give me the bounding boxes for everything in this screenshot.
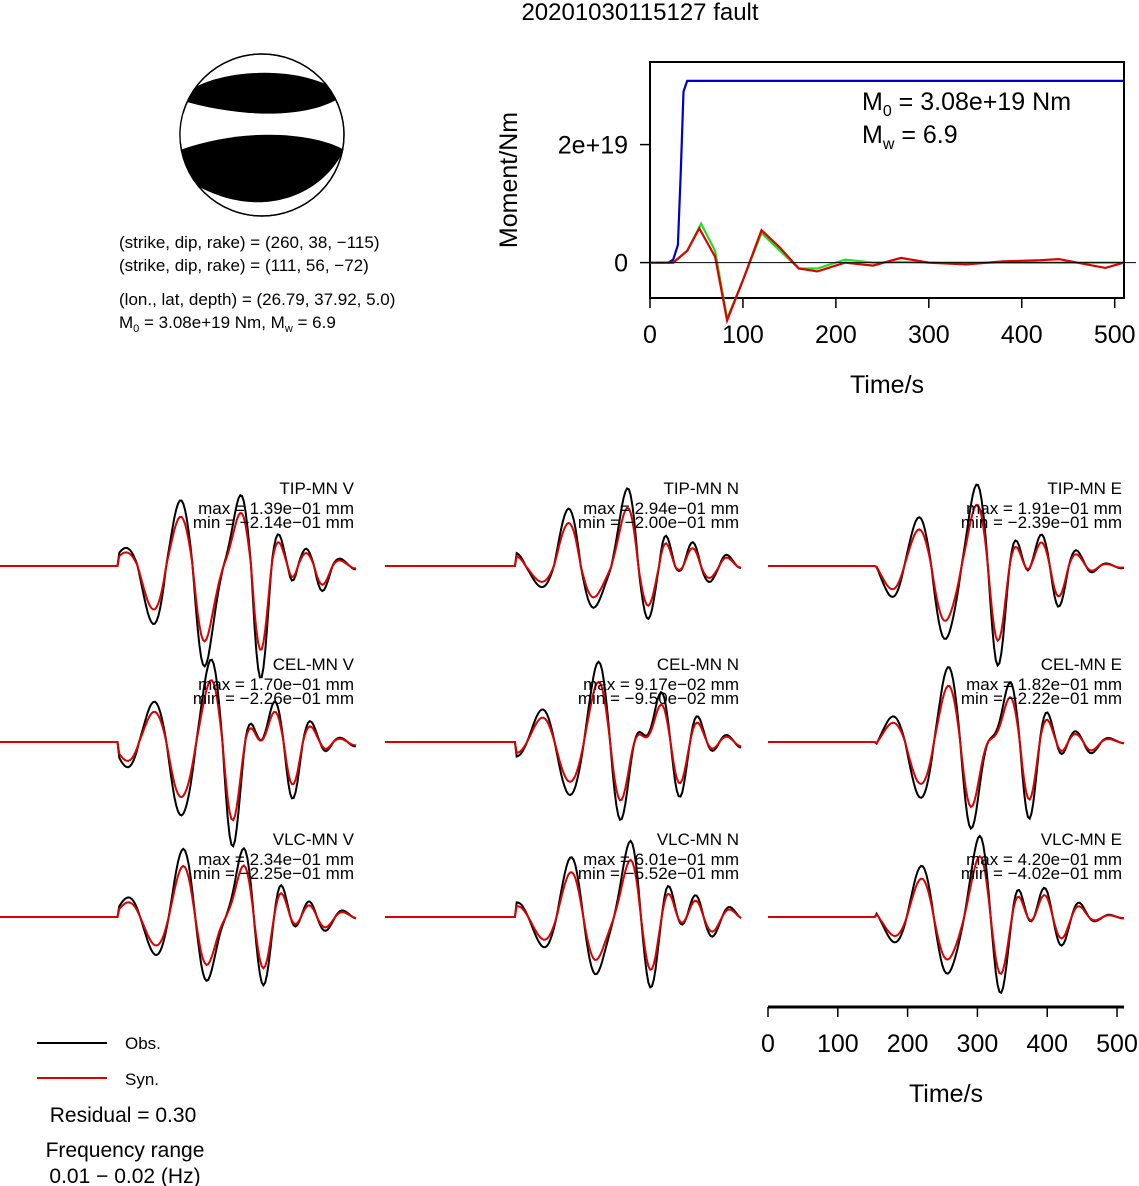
syn-trace [385, 680, 742, 802]
trace-min: min = −2.00e−01 mm [578, 513, 739, 532]
moment-xtick-label: 100 [722, 321, 764, 349]
beachball-lower-compression [180, 134, 344, 203]
frequency-label: Frequency range [46, 1139, 205, 1162]
moment-plot-frame [649, 61, 1125, 299]
plane2-text: (strike, dip, rake) = (111, 56, −72) [119, 256, 369, 275]
trace-min: min = −2.39e−01 mm [961, 513, 1122, 532]
legend: Obs. Syn. [37, 1034, 161, 1089]
m0-mw-text: M0 = 3.08e+19 Nm, Mw = 6.9 [119, 313, 336, 335]
syn-trace [0, 679, 356, 822]
moment-m0-annotation: M0 = 3.08e+19 Nm [862, 88, 1071, 120]
figure-title: 20201030115127 fault [521, 0, 758, 26]
trace-min: min = −2.22e−01 mm [961, 689, 1122, 708]
moment-xtick-label: 500 [1094, 321, 1136, 349]
trace-max: max = 4.20e−01 mm [966, 850, 1122, 869]
beachball [179, 53, 345, 217]
trace-min: min = −2.14e−01 mm [193, 513, 354, 532]
trace-label: CEL-MN E [1041, 655, 1122, 674]
moment-series-2 [650, 226, 1125, 325]
location-text: (lon., lat, depth) = (26.79, 37.92, 5.0) [119, 290, 395, 309]
syn-trace [385, 858, 742, 971]
trace-label: TIP-MN E [1047, 479, 1122, 498]
trace-min: min = −4.02e−01 mm [961, 864, 1122, 883]
trace-max: max = 1.91e−01 mm [966, 499, 1122, 518]
waveform-xtick-label: 100 [817, 1030, 859, 1058]
trace-max: max = 9.17e−02 mm [583, 675, 739, 694]
waveform-xtick-label: 400 [1026, 1030, 1068, 1058]
waveform-xtick-label: 500 [1096, 1030, 1138, 1058]
waveform-time-axis: 0 100 200 300 400 500 [761, 1005, 1138, 1058]
moment-mw-annotation: Mw = 6.9 [862, 121, 958, 153]
moment-xtick-label: 300 [908, 321, 950, 349]
moment-xtick-label: 400 [1001, 321, 1043, 349]
moment-ylabel: Moment/Nm [495, 112, 523, 248]
syn-trace [768, 684, 1125, 809]
moment-xlabel: Time/s [850, 371, 924, 399]
trace-label: TIP-MN V [279, 479, 354, 498]
moment-ytick-label: 2e+19 [558, 132, 628, 160]
trace-min: min = −2.26e−01 mm [193, 689, 354, 708]
beachball-left-wedge [180, 110, 200, 145]
waveform-xtick-label: 0 [761, 1030, 775, 1058]
frequency-value: 0.01 − 0.02 (Hz) [49, 1165, 200, 1186]
syn-trace [0, 511, 357, 651]
trace-label: VLC-MN V [273, 830, 355, 849]
trace-max: max = 2.94e−01 mm [583, 499, 739, 518]
residual-text: Residual = 0.30 [50, 1104, 197, 1127]
moment-ytick-label: 0 [614, 250, 628, 278]
trace-max: max = 2.34e−01 mm [198, 850, 354, 869]
trace-min: min = −2.25e−01 mm [193, 864, 354, 883]
moment-xtick-label: 200 [815, 321, 857, 349]
trace-label: TIP-MN N [663, 479, 739, 498]
syn-trace [0, 864, 357, 970]
trace-min: min = −5.52e−01 mm [578, 864, 739, 883]
trace-max: max = 1.39e−01 mm [198, 499, 354, 518]
trace-min: min = −9.50e−02 mm [578, 689, 739, 708]
trace-label: CEL-MN N [657, 655, 739, 674]
legend-obs-label: Obs. [125, 1034, 161, 1053]
syn-trace [385, 506, 742, 607]
trace-label: VLC-MN N [657, 830, 739, 849]
legend-syn-label: Syn. [125, 1070, 159, 1089]
moment-xtick-label: 0 [643, 321, 657, 349]
waveform-xlabel: Time/s [909, 1080, 983, 1108]
plane1-text: (strike, dip, rake) = (260, 38, −115) [119, 233, 379, 252]
moment-series-1 [650, 221, 1124, 323]
trace-max: max = 1.82e−01 mm [966, 675, 1122, 694]
beachball-upper-compression [180, 72, 344, 114]
trace-max: max = 6.01e−01 mm [583, 850, 739, 869]
waveform-xtick-label: 300 [957, 1030, 999, 1058]
syn-trace [768, 503, 1125, 643]
trace-label: VLC-MN E [1041, 830, 1122, 849]
trace-max: max = 1.70e−01 mm [198, 675, 354, 694]
trace-label: CEL-MN V [273, 655, 355, 674]
syn-trace [768, 854, 1124, 976]
waveform-xtick-label: 200 [887, 1030, 929, 1058]
